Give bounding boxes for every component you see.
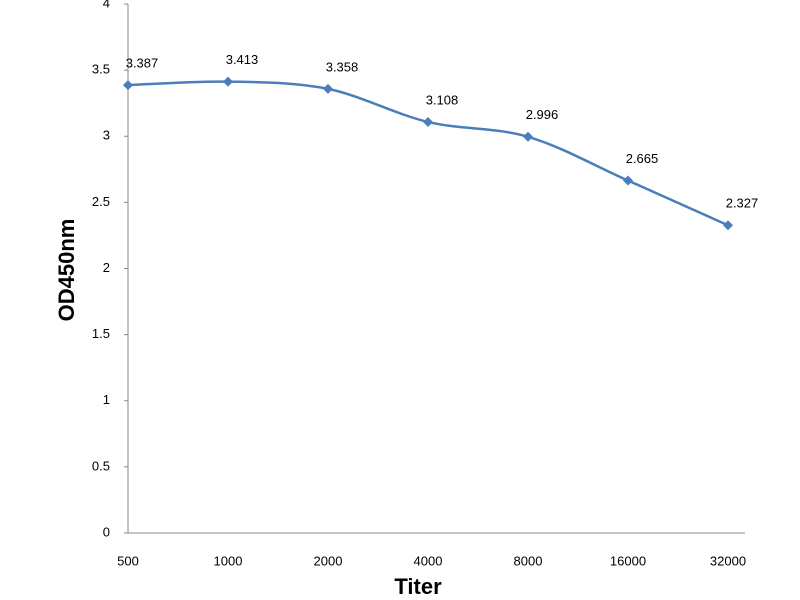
y-tick-label: 2 (103, 260, 110, 275)
data-label: 3.413 (226, 52, 259, 67)
x-tick-label: 4000 (414, 553, 443, 568)
x-tick-label: 500 (117, 553, 139, 568)
marker (323, 83, 333, 94)
data-label: 3.108 (426, 92, 459, 107)
marker (723, 220, 733, 231)
y-tick-label: 1.5 (92, 326, 110, 341)
marker (623, 175, 633, 186)
x-tick-label: 1000 (214, 553, 243, 568)
data-label: 3.387 (126, 56, 159, 71)
y-tick-label: 3.5 (92, 62, 110, 77)
marker (423, 116, 433, 127)
data-label: 2.665 (626, 151, 659, 166)
marker (123, 80, 133, 91)
marker (223, 76, 233, 87)
y-tick-label: 4 (103, 0, 110, 10)
y-tick-label: 2.5 (92, 194, 110, 209)
y-tick-label: 0 (103, 524, 110, 539)
x-tick-label: 16000 (610, 553, 646, 568)
x-tick-label: 2000 (314, 553, 343, 568)
x-axis-title: Titer (394, 574, 442, 599)
marker (523, 131, 533, 142)
y-axis-title: OD450nm (54, 219, 79, 322)
x-tick-label: 8000 (514, 553, 543, 568)
x-tick-label: 32000 (710, 553, 746, 568)
y-tick-label: 0.5 (92, 458, 110, 473)
data-label: 3.358 (326, 59, 359, 74)
y-tick-label: 1 (103, 392, 110, 407)
data-label: 2.327 (726, 196, 759, 211)
y-tick-label: 3 (103, 128, 110, 143)
data-label: 2.996 (526, 107, 559, 122)
